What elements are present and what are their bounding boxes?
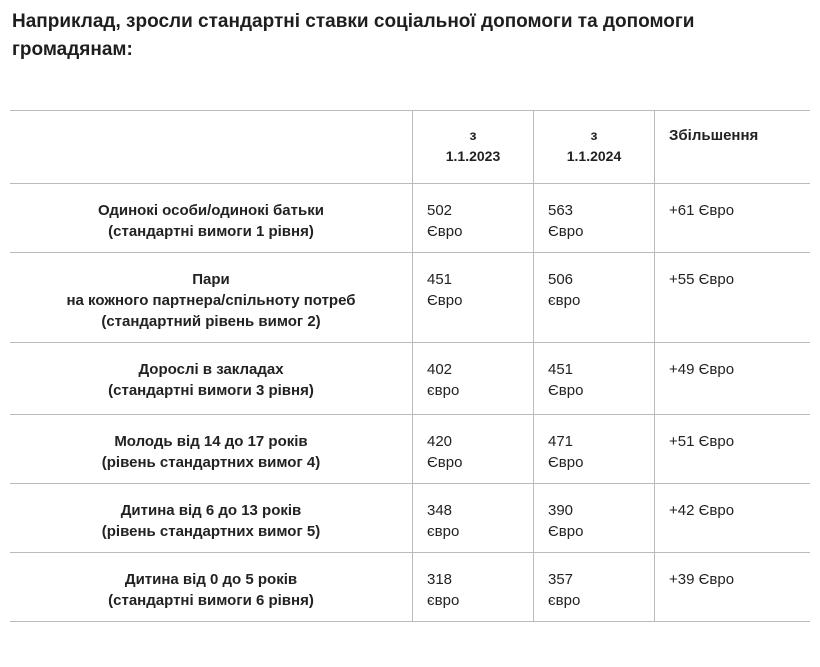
value-2024-line: 390 [548, 502, 574, 519]
table-row: Дитина від 0 до 5 років (стандартні вимог… [10, 552, 810, 622]
value-2024-line: 471 [548, 433, 574, 450]
header-2024-prefix: з [590, 127, 598, 143]
value-2023-line: 402 [427, 361, 453, 378]
value-2024-line: 451 [548, 361, 574, 378]
value-2023: 348 євро [412, 483, 534, 553]
value-2023-line: Євро [427, 292, 463, 309]
header-2023-date: 1.1.2023 [445, 148, 501, 164]
increase-value: +42 Євро [654, 483, 810, 553]
page-heading: Наприклад, зросли стандартні ставки соці… [12, 11, 695, 60]
value-2023: 318 євро [412, 552, 534, 622]
header-2024: з 1.1.2024 [533, 110, 655, 184]
value-2023: 402 євро [412, 342, 534, 415]
row-label-line: Молодь від 14 до 17 років [114, 433, 308, 450]
row-label-line: (стандартні вимоги 6 рівня) [108, 592, 314, 609]
row-label: Молодь від 14 до 17 років (рівень стандар… [10, 414, 413, 484]
value-2023-line: Євро [427, 223, 463, 240]
value-2023-line: 318 [427, 571, 453, 588]
value-2023-line: 451 [427, 271, 453, 288]
value-2024: 506 євро [533, 252, 655, 343]
row-label: Одинокі особи/одинокі батьки (стандартні … [10, 183, 413, 253]
value-2023-line: 348 [427, 502, 453, 519]
increase-value: +39 Євро [654, 552, 810, 622]
benefits-table: з 1.1.2023 з 1.1.2024 Збільшення Одинокі о… [10, 110, 810, 622]
row-label-line: (рівень стандартних вимог 4) [101, 454, 321, 471]
header-empty [10, 110, 413, 184]
value-2024-line: Євро [548, 523, 584, 540]
value-2024-line: євро [548, 592, 581, 609]
row-label-line: (рівень стандартних вимог 5) [101, 523, 321, 540]
row-label-line: на кожного партнера/спільноту потреб [66, 292, 356, 309]
value-2024: 471 Євро [533, 414, 655, 484]
increase-value: +51 Євро [654, 414, 810, 484]
value-2024-line: 357 [548, 571, 574, 588]
table-header-row: з 1.1.2023 з 1.1.2024 Збільшення [10, 110, 810, 184]
value-2024: 390 Євро [533, 483, 655, 553]
table-row: Одинокі особи/одинокі батьки (стандартні … [10, 183, 810, 253]
header-2024-date: 1.1.2024 [566, 148, 622, 164]
value-2024-line: 563 [548, 202, 574, 219]
row-label: Дитина від 6 до 13 років (рівень стандарт… [10, 483, 413, 553]
value-2024-line: Євро [548, 382, 584, 399]
table-row: Дитина від 6 до 13 років (рівень стандарт… [10, 483, 810, 553]
table-row: Молодь від 14 до 17 років (рівень стандар… [10, 414, 810, 484]
value-2023: 420 Євро [412, 414, 534, 484]
increase-value: +49 Євро [654, 342, 810, 415]
table-row: Дорослі в закладах (стандартні вимоги 3 р… [10, 342, 810, 415]
value-2024: 357 євро [533, 552, 655, 622]
row-label-line: (стандартні вимоги 1 рівня) [108, 223, 314, 240]
header-increase: Збільшення [654, 110, 810, 184]
table-row: Пари на кожного партнера/спільноту потреб… [10, 252, 810, 343]
row-label: Дитина від 0 до 5 років (стандартні вимог… [10, 552, 413, 622]
header-2023: з 1.1.2023 [412, 110, 534, 184]
increase-value: +61 Євро [654, 183, 810, 253]
value-2023-line: євро [427, 382, 460, 399]
row-label-line: Одинокі особи/одинокі батьки [98, 202, 324, 219]
value-2024-line: 506 [548, 271, 574, 288]
row-label-line: Дитина від 0 до 5 років [124, 571, 298, 588]
row-label-line: Дорослі в закладах [138, 361, 284, 378]
value-2023-line: євро [427, 523, 460, 540]
value-2023: 451 Євро [412, 252, 534, 343]
row-label-line: Пари [192, 271, 230, 288]
value-2024-line: євро [548, 292, 581, 309]
value-2024: 451 Євро [533, 342, 655, 415]
value-2023-line: 420 [427, 433, 453, 450]
value-2023: 502 Євро [412, 183, 534, 253]
increase-value: +55 Євро [654, 252, 810, 343]
row-label-line: Дитина від 6 до 13 років [120, 502, 302, 519]
header-2023-prefix: з [469, 127, 477, 143]
value-2024-line: Євро [548, 454, 584, 471]
row-label-line: (стандартний рівень вимог 2) [101, 313, 321, 330]
value-2024-line: Євро [548, 223, 584, 240]
row-label: Пари на кожного партнера/спільноту потреб… [10, 252, 413, 343]
value-2023-line: Євро [427, 454, 463, 471]
value-2024: 563 Євро [533, 183, 655, 253]
value-2023-line: євро [427, 592, 460, 609]
row-label: Дорослі в закладах (стандартні вимоги 3 р… [10, 342, 413, 415]
row-label-line: (стандартні вимоги 3 рівня) [108, 382, 314, 399]
value-2023-line: 502 [427, 202, 453, 219]
